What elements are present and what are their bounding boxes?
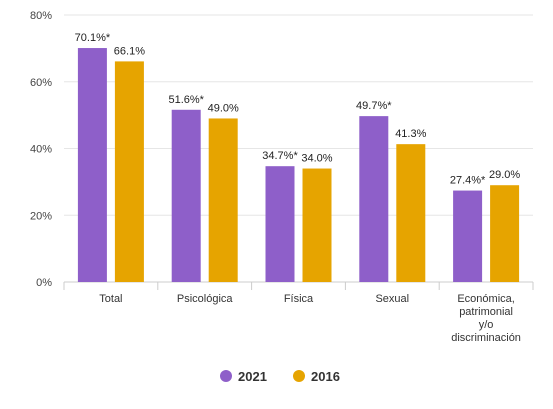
- bar-2016: [114, 61, 144, 282]
- legend-swatch: [293, 370, 305, 382]
- data-label: 34.0%: [301, 153, 332, 165]
- x-category-label: Física: [284, 293, 314, 305]
- legend-label: 2021: [238, 369, 267, 384]
- y-tick-label: 40%: [30, 144, 52, 156]
- data-label: 49.0%: [208, 102, 239, 114]
- bar-2021: [77, 48, 107, 283]
- bar-2016: [208, 118, 238, 283]
- x-category-label: Económica, patrimonial y/o discriminación: [451, 293, 521, 344]
- x-category-label: Total: [99, 293, 122, 305]
- data-label: 27.4%*: [450, 175, 486, 187]
- bar-2021: [171, 109, 201, 282]
- bar-2016: [396, 144, 426, 282]
- bar-2021: [359, 116, 389, 282]
- data-label: 51.6%*: [168, 94, 204, 106]
- data-label: 29.0%: [489, 169, 520, 181]
- y-tick-label: 60%: [30, 77, 52, 89]
- y-tick-label: 20%: [30, 210, 52, 222]
- y-tick-label: 0%: [36, 277, 52, 289]
- x-category-label: Sexual: [375, 293, 409, 305]
- data-label: 70.1%*: [75, 32, 111, 44]
- x-category-label: Psicológica: [177, 293, 234, 305]
- bar-2016: [490, 185, 520, 282]
- bar-2016: [302, 168, 332, 282]
- y-tick-label: 80%: [30, 10, 52, 22]
- bar-2021: [265, 166, 295, 282]
- legend-label: 2016: [311, 369, 340, 384]
- legend-swatch: [220, 370, 232, 382]
- data-label: 41.3%: [395, 128, 426, 140]
- data-label: 49.7%*: [356, 100, 392, 112]
- data-label: 34.7%*: [262, 150, 298, 162]
- bar-2021: [453, 190, 483, 282]
- data-label: 66.1%: [114, 45, 145, 57]
